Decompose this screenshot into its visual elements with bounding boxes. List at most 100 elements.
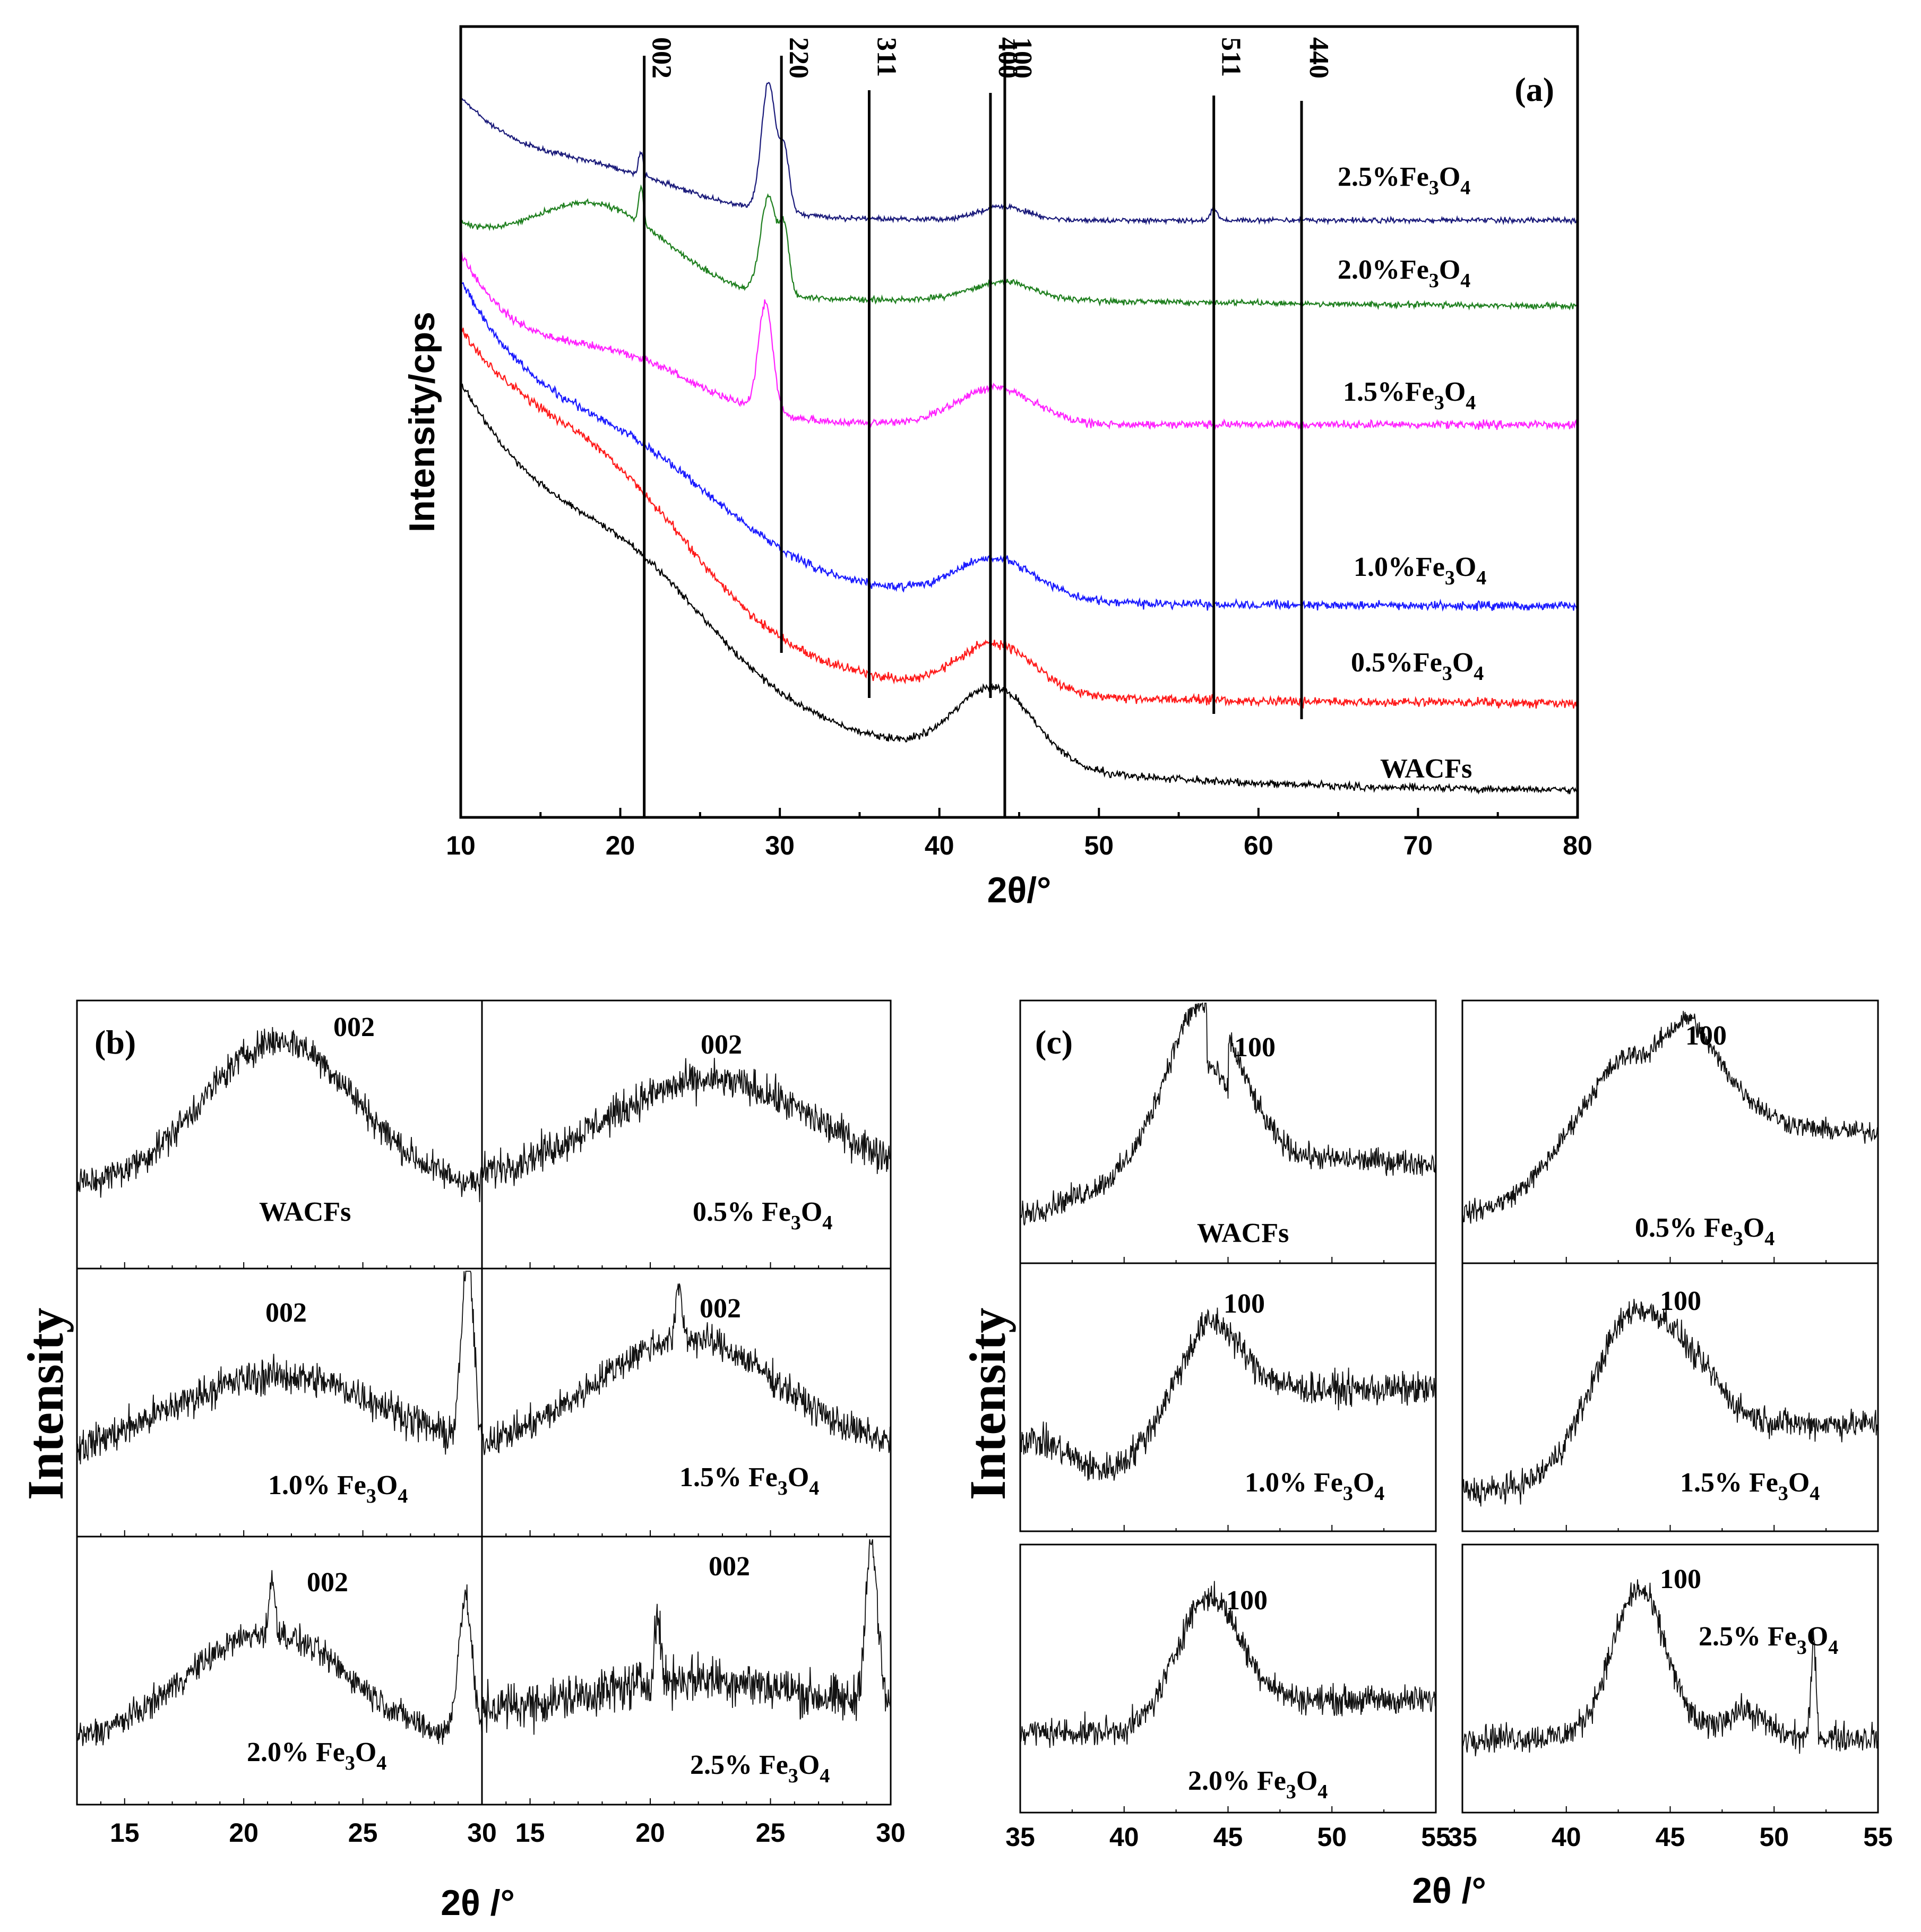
c-peak-label-2-5: 100 (1660, 1564, 1701, 1594)
panel-c-label: (c) (1035, 1023, 1073, 1061)
panel-a-label: (a) (1514, 71, 1554, 108)
b-x-tick-label: 15 (515, 1818, 545, 1848)
b-x-tick-label: 30 (467, 1818, 497, 1848)
a-x-tick-label: 70 (1403, 831, 1433, 860)
series-line-1-5-fe3o4 (460, 249, 1578, 430)
c-x-tick-label: 35 (1448, 1822, 1477, 1852)
series-line-2-5-fe3o4 (460, 82, 1578, 226)
b-trace-0 (76, 1027, 483, 1202)
c-x-tick-label: 35 (1005, 1822, 1035, 1852)
c-x-tick-label: 50 (1317, 1822, 1347, 1852)
series-line-wacfs (460, 382, 1578, 795)
b-peak-label-2-5: 002 (709, 1551, 750, 1582)
a-x-tick-label: 40 (925, 831, 954, 860)
c-peak-label-wacfs: 100 (1234, 1032, 1276, 1063)
c-sample-label-0-5: 0.5% Fe3O4 (1635, 1213, 1774, 1250)
c-trace-2 (1020, 1307, 1436, 1481)
panel-c-traces (1020, 1002, 1879, 1757)
c-trace-0 (1020, 1002, 1436, 1226)
b-peak-label-1-5: 002 (700, 1293, 741, 1324)
c-x-tick-label: 55 (1863, 1822, 1893, 1852)
c-sample-label-2-0: 2.0% Fe3O4 (1188, 1766, 1328, 1803)
peak-label-100: 100 (1007, 37, 1037, 79)
series-label-wacfs: WACFs (1380, 754, 1472, 784)
a-x-tick-label: 10 (446, 831, 476, 860)
a-x-tick-label: 50 (1084, 831, 1114, 860)
panel-b-label: (b) (94, 1023, 136, 1061)
b-trace-1 (481, 1058, 891, 1189)
b-x-tick-label: 25 (348, 1818, 378, 1848)
b-peak-label-0-5: 002 (701, 1030, 742, 1060)
peak-label-511: 511 (1216, 37, 1246, 77)
c-sample-label-2-5: 2.5% Fe3O4 (1699, 1622, 1838, 1659)
series-line-2-0-fe3o4 (460, 184, 1578, 311)
b-sample-label-2-5: 2.5% Fe3O4 (690, 1750, 830, 1787)
b-x-tick-label: 20 (635, 1818, 665, 1848)
c-x-tick-label: 45 (1213, 1822, 1243, 1852)
a-x-tick-label: 80 (1563, 831, 1592, 860)
b-peak-label-1-0: 002 (265, 1298, 307, 1328)
panel-c-y-axis-label: Intensity (959, 1308, 1016, 1500)
panel-b: 15 20 25 30 15 20 25 30 (b) 002 002 002 002 002… (17, 999, 906, 1923)
a-x-tick-label: 30 (765, 831, 795, 860)
c-sample-label-1-5: 1.5% Fe3O4 (1680, 1468, 1820, 1505)
a-x-tick-label: 60 (1244, 831, 1273, 860)
b-sample-label-wacfs: WACFs (259, 1197, 351, 1227)
panel-b-peak-labels: 002 002 002 002 002 002 (265, 1012, 750, 1598)
series-line-0-5-fe3o4 (460, 325, 1579, 709)
c-x-tick-label: 40 (1552, 1822, 1581, 1852)
b-frame-1-5 (481, 1267, 892, 1538)
c-sample-label-wacfs: WACFs (1197, 1218, 1289, 1248)
b-x-tick-label: 15 (110, 1818, 140, 1848)
series-label-2-5: 2.5%Fe3O4 (1338, 162, 1470, 199)
b-peak-label-2-0: 002 (307, 1567, 348, 1598)
b-x-tick-label: 30 (876, 1818, 906, 1848)
panel-b-y-axis-label: Intensity (17, 1308, 74, 1500)
c-sample-label-1-0: 1.0% Fe3O4 (1245, 1468, 1384, 1505)
c-peak-label-2-0: 100 (1226, 1585, 1268, 1616)
b-x-tick-label: 25 (756, 1818, 786, 1848)
panel-c-x-axis-label: 2θ /° (1412, 1870, 1486, 1911)
c-x-tick-label: 50 (1759, 1822, 1789, 1852)
c-trace-4 (1020, 1581, 1436, 1748)
series-label-1-0: 1.0%Fe3O4 (1354, 552, 1486, 589)
peak-label-311: 311 (871, 37, 901, 77)
panel-a-series-labels: 2.5%Fe3O4 2.0%Fe3O4 1.5%Fe3O4 1.0%Fe3O4 … (1338, 162, 1486, 784)
panel-a-frame (459, 25, 1579, 819)
c-peak-label-1-0: 100 (1224, 1289, 1265, 1319)
peak-label-220: 220 (783, 37, 814, 79)
panel-c-peak-labels: 100 100 100 100 100 100 (1224, 1021, 1727, 1616)
b-frame-2-5 (481, 1536, 892, 1806)
panel-b-sample-labels: WACFs 0.5% Fe3O4 1.0% Fe3O4 1.5% Fe3O4 2… (247, 1197, 832, 1787)
c-trace-1 (1462, 1011, 1879, 1224)
panel-b-frames (76, 999, 892, 1806)
peak-label-440: 440 (1304, 37, 1334, 79)
series-label-2-0: 2.0%Fe3O4 (1338, 255, 1470, 292)
panel-a-traces (460, 82, 1579, 795)
c-peak-label-1-5: 100 (1660, 1286, 1701, 1316)
b-sample-label-1-0: 1.0% Fe3O4 (268, 1470, 408, 1507)
panel-c-sample-labels: WACFs 0.5% Fe3O4 1.0% Fe3O4 1.5% Fe3O4 2… (1188, 1213, 1838, 1803)
panel-b-traces (76, 1027, 891, 1746)
b-trace-3 (481, 1283, 891, 1455)
b-peak-label-wacfs: 002 (333, 1012, 375, 1042)
panel-b-x-axis-label: 2θ /° (441, 1883, 515, 1923)
b-trace-4 (76, 1570, 483, 1746)
c-trace-3 (1462, 1299, 1879, 1507)
b-trace-5 (481, 1539, 891, 1735)
c-peak-label-0-5: 100 (1685, 1021, 1727, 1051)
panel-a-x-ticks: 10 20 30 40 50 60 70 80 (446, 808, 1592, 860)
series-line-1-0-fe3o4 (460, 277, 1579, 612)
series-label-0-5: 0.5%Fe3O4 (1351, 648, 1484, 685)
panel-c-frames (1019, 999, 1879, 1814)
peak-label-002: 002 (647, 37, 677, 79)
panel-a-y-axis-label: Intensity/cps (402, 312, 442, 532)
c-trace-5 (1462, 1579, 1879, 1757)
b-x-tick-label: 20 (229, 1818, 259, 1848)
